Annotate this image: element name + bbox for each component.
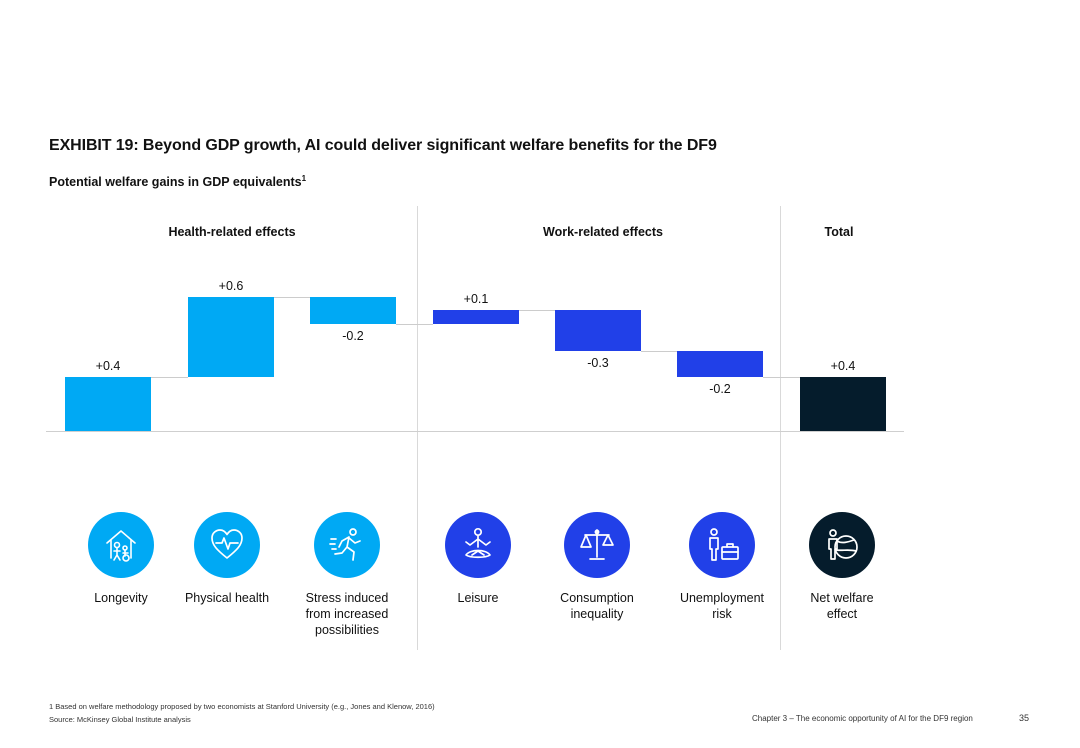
exhibit-title: EXHIBIT 19: Beyond GDP growth, AI could …	[49, 137, 717, 154]
category-label-line: risk	[712, 607, 732, 621]
category-label-1: Longevity	[61, 590, 181, 606]
connector-4	[519, 310, 555, 312]
chart-baseline	[46, 431, 904, 432]
connector-1	[151, 377, 188, 379]
source-note: Source: McKinsey Global Institute analys…	[49, 715, 191, 724]
category-label-line: from increased	[305, 607, 389, 621]
bar-3	[310, 297, 396, 324]
person-briefcase-icon	[702, 525, 742, 565]
bar-2	[188, 297, 274, 378]
divider-health-work	[417, 206, 418, 650]
connector-2	[274, 297, 310, 298]
group-label-total: Total	[824, 225, 854, 239]
category-label-2: Physical health	[167, 590, 287, 606]
value-label-2: +0.6	[218, 279, 244, 293]
value-label-6: -0.2	[709, 382, 731, 397]
value-label-1: +0.4	[95, 359, 121, 374]
category-label-line: Net welfare	[810, 591, 874, 605]
bar-5	[555, 310, 641, 351]
meditation-icon	[458, 525, 498, 565]
page-number: 35	[1019, 713, 1030, 723]
category-label-line: Stress induced	[305, 591, 389, 605]
family-house-icon-circle	[88, 512, 154, 578]
person-briefcase-icon-circle	[689, 512, 755, 578]
group-label-work: Work-related effects	[543, 225, 663, 239]
category-label-line: possibilities	[315, 623, 379, 637]
bar-7	[800, 377, 886, 431]
footnote: 1 Based on welfare methodology proposed …	[49, 702, 435, 711]
person-globe-icon	[822, 525, 862, 565]
heart-pulse-icon	[207, 525, 247, 565]
category-label-line: Physical health	[184, 591, 270, 605]
subtitle-footnote-mark: 1	[301, 174, 307, 183]
category-label-4: Leisure	[418, 590, 538, 606]
category-label-6: Unemployment risk	[662, 590, 782, 622]
connector-6	[763, 377, 800, 379]
connector-5	[641, 350, 677, 352]
running-person-icon-circle	[314, 512, 380, 578]
category-label-3: Stress induced from increased possibilitie…	[287, 590, 407, 638]
heart-pulse-icon-circle	[194, 512, 260, 578]
bar-1	[65, 377, 151, 431]
category-label-line: Leisure	[457, 591, 499, 605]
chapter-title: Chapter 3 – The economic opportunity of …	[752, 714, 973, 723]
bar-4	[433, 310, 519, 324]
balance-scale-icon-circle	[564, 512, 630, 578]
value-label-7: +0.4	[830, 359, 856, 374]
bar-6	[677, 350, 763, 378]
divider-work-total	[780, 206, 781, 650]
person-globe-icon-circle	[809, 512, 875, 578]
category-label-7: Net welfare effect	[782, 590, 902, 622]
family-house-icon	[101, 525, 141, 565]
value-label-5: -0.3	[587, 355, 609, 370]
running-person-icon	[327, 525, 367, 565]
value-label-4: +0.1	[463, 292, 489, 307]
group-label-health: Health-related effects	[168, 225, 296, 239]
value-label-3: -0.2	[342, 328, 364, 343]
meditation-icon-circle	[445, 512, 511, 578]
category-label-5: Consumption inequality	[537, 590, 657, 622]
category-label-line: effect	[826, 607, 858, 621]
connector-3	[396, 323, 433, 325]
category-label-line: inequality	[570, 607, 624, 621]
subtitle-text: Potential welfare gains in GDP equivalen…	[49, 175, 302, 190]
category-label-line: Longevity	[94, 591, 148, 605]
category-label-line: Consumption	[560, 591, 634, 605]
chart-subtitle: Potential welfare gains in GDP equivalen…	[49, 174, 306, 189]
category-label-line: Unemployment	[679, 591, 765, 605]
balance-scale-icon	[577, 525, 617, 565]
